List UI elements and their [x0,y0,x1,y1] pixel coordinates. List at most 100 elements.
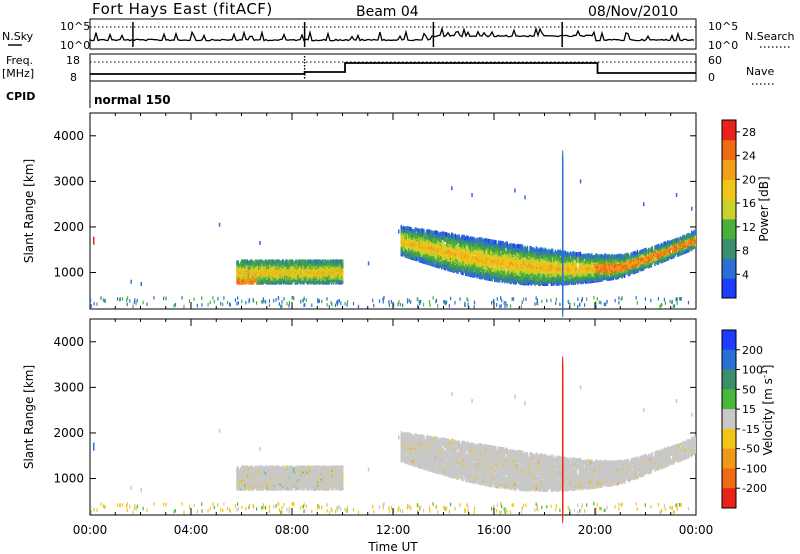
power-cell [278,259,280,264]
power-cell [524,264,526,269]
power-cell [405,242,407,247]
power-cell [459,251,462,256]
power-cell [245,259,247,264]
power-cell [510,274,512,279]
power-cell [404,226,406,231]
power-cell [457,254,459,259]
power-cell [552,272,554,277]
power-cell [327,259,329,264]
power-cell [447,263,449,268]
power-cell [330,259,333,264]
power-cell [423,253,425,258]
power-cell [540,259,542,264]
power-cell [471,236,473,241]
power-cell [582,253,584,258]
power-cell [481,269,483,274]
power-cell [485,264,487,269]
power-cell [524,259,526,264]
power-cell [542,267,544,272]
power-cell [447,252,449,257]
power-cell [258,259,260,264]
power-cell [342,259,344,264]
power-cell [279,260,281,265]
power-cell [524,245,526,250]
power-cell [477,249,479,254]
power-cell [536,252,539,257]
power-cell [543,260,545,265]
power-cell [452,248,454,253]
power-cell [530,246,532,251]
power-cell [408,228,410,233]
power-cell [434,236,436,241]
power-cell [573,253,575,258]
power-cell [578,275,580,280]
power-cell [462,234,464,239]
power-cell [471,263,473,268]
power-cell [590,257,592,262]
power-cell [592,272,594,278]
power-cell [485,240,487,245]
power-cell [262,260,264,265]
power-cell [505,261,507,266]
power-cell [443,265,445,271]
power-cell [309,269,311,274]
power-cell [547,270,549,275]
power-cell [490,249,492,254]
power-cell [408,231,410,236]
power-cell [505,259,507,264]
power-cell [429,229,431,234]
power-cell [432,255,434,260]
beam-title: Beam 04 [356,4,419,20]
power-cell [557,249,559,254]
power-cell [266,259,268,264]
power-cell [506,265,508,270]
power-cell [574,255,577,260]
power-cell [478,250,481,255]
power-cell [246,259,248,264]
power-cell [462,254,464,259]
power-cell [525,277,527,282]
power-cell [568,252,570,257]
power-cell [477,269,479,275]
power-cell [510,259,512,264]
power-cell [574,269,577,275]
power-cell [586,272,588,277]
power-cell [511,252,513,257]
power-cell [509,247,511,252]
power-cell [467,248,469,253]
power-cell [555,250,558,256]
power-cell [428,236,430,241]
power-cell [427,233,429,238]
power-cell [547,273,549,278]
power-cell [429,246,431,251]
power-cell [590,264,592,270]
power-cell [458,265,460,270]
power-cell [514,243,516,248]
power-cell [403,245,405,251]
power-cell [425,229,428,234]
power-cell [266,280,268,285]
power-cell [462,236,464,241]
power-cell [414,227,416,232]
power-cell [268,265,270,270]
power-cell [432,260,434,265]
power-cell [417,228,419,233]
power-cell [495,277,497,283]
power-cell [553,252,555,257]
power-cell [492,239,494,244]
power-cell [259,270,261,275]
power-cell [578,258,580,264]
power-cell [448,248,450,253]
power-cell [420,256,423,261]
power-cell [507,251,510,256]
power-cell [418,258,420,263]
power-cell [507,244,510,249]
power-cell [276,259,278,264]
power-cell [497,240,500,245]
power-cell [571,278,573,283]
power-cell [555,278,558,283]
power-cell [525,268,527,273]
power-cell [573,273,575,278]
power-cell [491,274,493,280]
power-cell [557,273,559,278]
